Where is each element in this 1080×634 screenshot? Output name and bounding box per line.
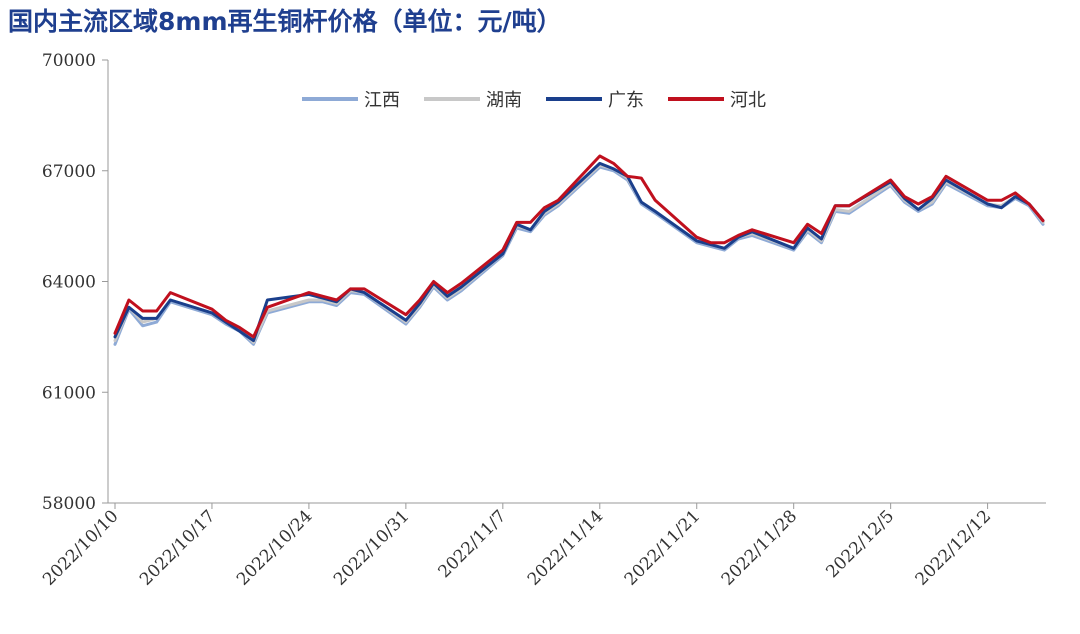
chart-title: 国内主流区域8mm再生铜杆价格（单位：元/吨） (8, 7, 562, 36)
x-tick-label: 2022/11/28 (718, 506, 801, 589)
y-tick-label: 67000 (42, 162, 96, 182)
x-tick-label: 2022/10/17 (136, 506, 219, 589)
x-tick-label: 2022/10/24 (233, 506, 316, 589)
series-line-1 (113, 163, 1045, 344)
series-lines (113, 154, 1045, 346)
legend: 江西 湖南 广东 河北 (302, 90, 766, 111)
y-tick-label: 58000 (42, 494, 96, 514)
x-tick-label: 2022/10/31 (330, 506, 413, 589)
legend-label-0: 江西 (364, 90, 400, 111)
x-tick-label: 2022/11/14 (524, 506, 607, 589)
legend-label-1: 湖南 (486, 90, 522, 111)
legend-label-3: 河北 (730, 90, 766, 111)
x-tick-label: 2022/10/10 (39, 506, 122, 589)
y-tick-label: 70000 (42, 51, 96, 71)
legend-label-2: 广东 (608, 90, 644, 111)
series-line-2 (113, 161, 1045, 343)
x-tick-label: 2022/11/21 (621, 506, 704, 589)
series-line-3 (113, 154, 1045, 339)
y-tick-label: 64000 (42, 273, 96, 293)
y-tick-label: 61000 (42, 383, 96, 403)
x-tick-label: 2022/11/7 (435, 506, 511, 582)
x-tick-label: 2022/12/12 (912, 506, 995, 589)
x-tick-label: 2022/12/5 (822, 506, 898, 582)
